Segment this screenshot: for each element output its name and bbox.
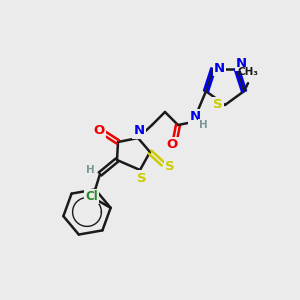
Text: Cl: Cl (85, 190, 98, 203)
Text: N: N (236, 57, 247, 70)
Text: CH₃: CH₃ (238, 67, 259, 77)
Text: N: N (189, 110, 201, 124)
Text: O: O (167, 139, 178, 152)
Text: S: S (213, 98, 223, 112)
Text: O: O (93, 124, 105, 137)
Text: H: H (199, 120, 207, 130)
Text: H: H (85, 165, 94, 175)
Text: S: S (137, 172, 147, 184)
Text: N: N (134, 124, 145, 137)
Text: N: N (214, 62, 225, 75)
Text: S: S (165, 160, 175, 172)
